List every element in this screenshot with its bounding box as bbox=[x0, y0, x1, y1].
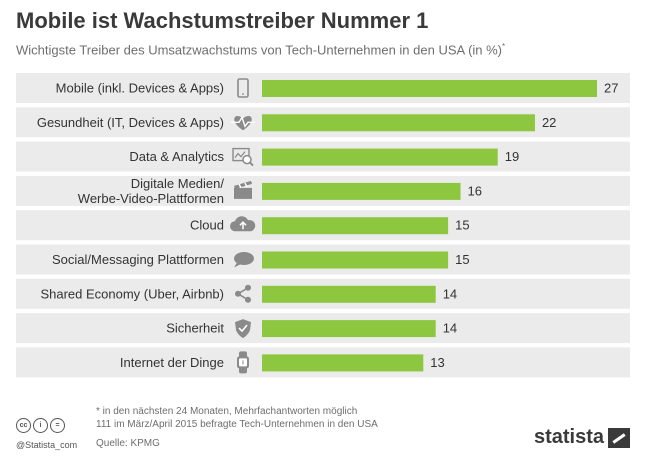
footnote: * in den nächsten 24 Monaten, Mehrfachan… bbox=[96, 405, 378, 431]
statista-logo[interactable]: statista bbox=[534, 426, 630, 449]
category-label: Cloud bbox=[190, 218, 224, 233]
data-label: 16 bbox=[468, 183, 482, 198]
share-icon bbox=[235, 284, 251, 303]
bar-row: Internet der Dinge 13 bbox=[16, 347, 630, 378]
clapperboard-icon bbox=[234, 180, 252, 199]
category-label: Internet der Dinge bbox=[120, 355, 224, 370]
bar bbox=[262, 320, 436, 338]
data-label: 14 bbox=[443, 321, 457, 336]
shield-icon bbox=[235, 319, 251, 339]
bar bbox=[262, 217, 449, 235]
smartwatch-icon bbox=[237, 351, 249, 374]
footnote-line-1: * in den nächsten 24 Monaten, Mehrfachan… bbox=[96, 406, 358, 417]
chat-bubble-icon bbox=[234, 252, 254, 268]
category-label: Social/Messaging Plattformen bbox=[52, 252, 224, 267]
data-label: 22 bbox=[542, 115, 556, 130]
license-icons: cc i = bbox=[16, 418, 67, 436]
data-label: 19 bbox=[505, 149, 519, 164]
data-label: 14 bbox=[443, 286, 457, 301]
bar-chart: Mobile (inkl. Devices & Apps) 27 Gesundhei… bbox=[16, 73, 630, 378]
bar-row: Gesundheit (IT, Devices & Apps) 22 bbox=[16, 107, 630, 138]
cloud-upload-icon bbox=[230, 216, 256, 232]
attribution-icon: i bbox=[33, 418, 48, 433]
bar-row: Social/Messaging Plattformen 15 bbox=[16, 244, 630, 275]
chart-subtitle: Wichtigste Treiber des Umsatzwachstums v… bbox=[16, 42, 505, 57]
subtitle-footnote-mark: * bbox=[502, 42, 506, 51]
creative-commons-icon: cc bbox=[16, 418, 31, 433]
no-derivatives-icon: = bbox=[50, 418, 65, 433]
statista-handle: @Statista_com bbox=[16, 440, 78, 450]
bar-row: Shared Economy (Uber, Airbnb) 14 bbox=[16, 278, 630, 309]
category-label: Digitale Medien/Werbe-Video-Plattformen bbox=[78, 176, 225, 206]
bar bbox=[262, 80, 597, 97]
data-label: 15 bbox=[455, 218, 469, 233]
source-note: Quelle: KPMG bbox=[96, 438, 160, 449]
bar bbox=[262, 354, 424, 372]
chart-title: Mobile ist Wachstumstreiber Nummer 1 bbox=[16, 8, 429, 33]
subtitle-text: Wichtigste Treiber des Umsatzwachstums v… bbox=[16, 42, 503, 58]
bar bbox=[262, 148, 498, 166]
statista-logo-icon bbox=[608, 427, 630, 448]
bar bbox=[262, 285, 436, 303]
category-label: Sicherheit bbox=[166, 321, 224, 336]
category-label: Data & Analytics bbox=[129, 149, 224, 164]
smartphone-icon bbox=[237, 78, 249, 98]
data-label: 13 bbox=[430, 355, 444, 370]
category-label: Gesundheit (IT, Devices & Apps) bbox=[37, 115, 224, 130]
data-label: 15 bbox=[455, 252, 469, 267]
bar bbox=[262, 182, 461, 200]
analytics-icon bbox=[232, 147, 254, 167]
category-label: Shared Economy (Uber, Airbnb) bbox=[40, 286, 224, 301]
footnote-line-2: 111 im März/April 2015 befragte Tech-Unt… bbox=[96, 419, 378, 430]
bar-row: Data & Analytics 19 bbox=[16, 141, 630, 172]
data-label: 27 bbox=[604, 81, 618, 96]
bar-row: Sicherheit 14 bbox=[16, 313, 630, 344]
heartbeat-icon bbox=[231, 115, 255, 131]
bar-row: Cloud 15 bbox=[16, 210, 630, 241]
category-label: Mobile (inkl. Devices & Apps) bbox=[56, 81, 224, 96]
bar-row: Mobile (inkl. Devices & Apps) 27 bbox=[16, 73, 630, 103]
bar bbox=[262, 251, 449, 269]
bar bbox=[262, 114, 535, 132]
brand-name: statista bbox=[533, 426, 604, 448]
bar-row: Digitale Medien/Werbe-Video-Plattformen 1… bbox=[16, 175, 630, 206]
